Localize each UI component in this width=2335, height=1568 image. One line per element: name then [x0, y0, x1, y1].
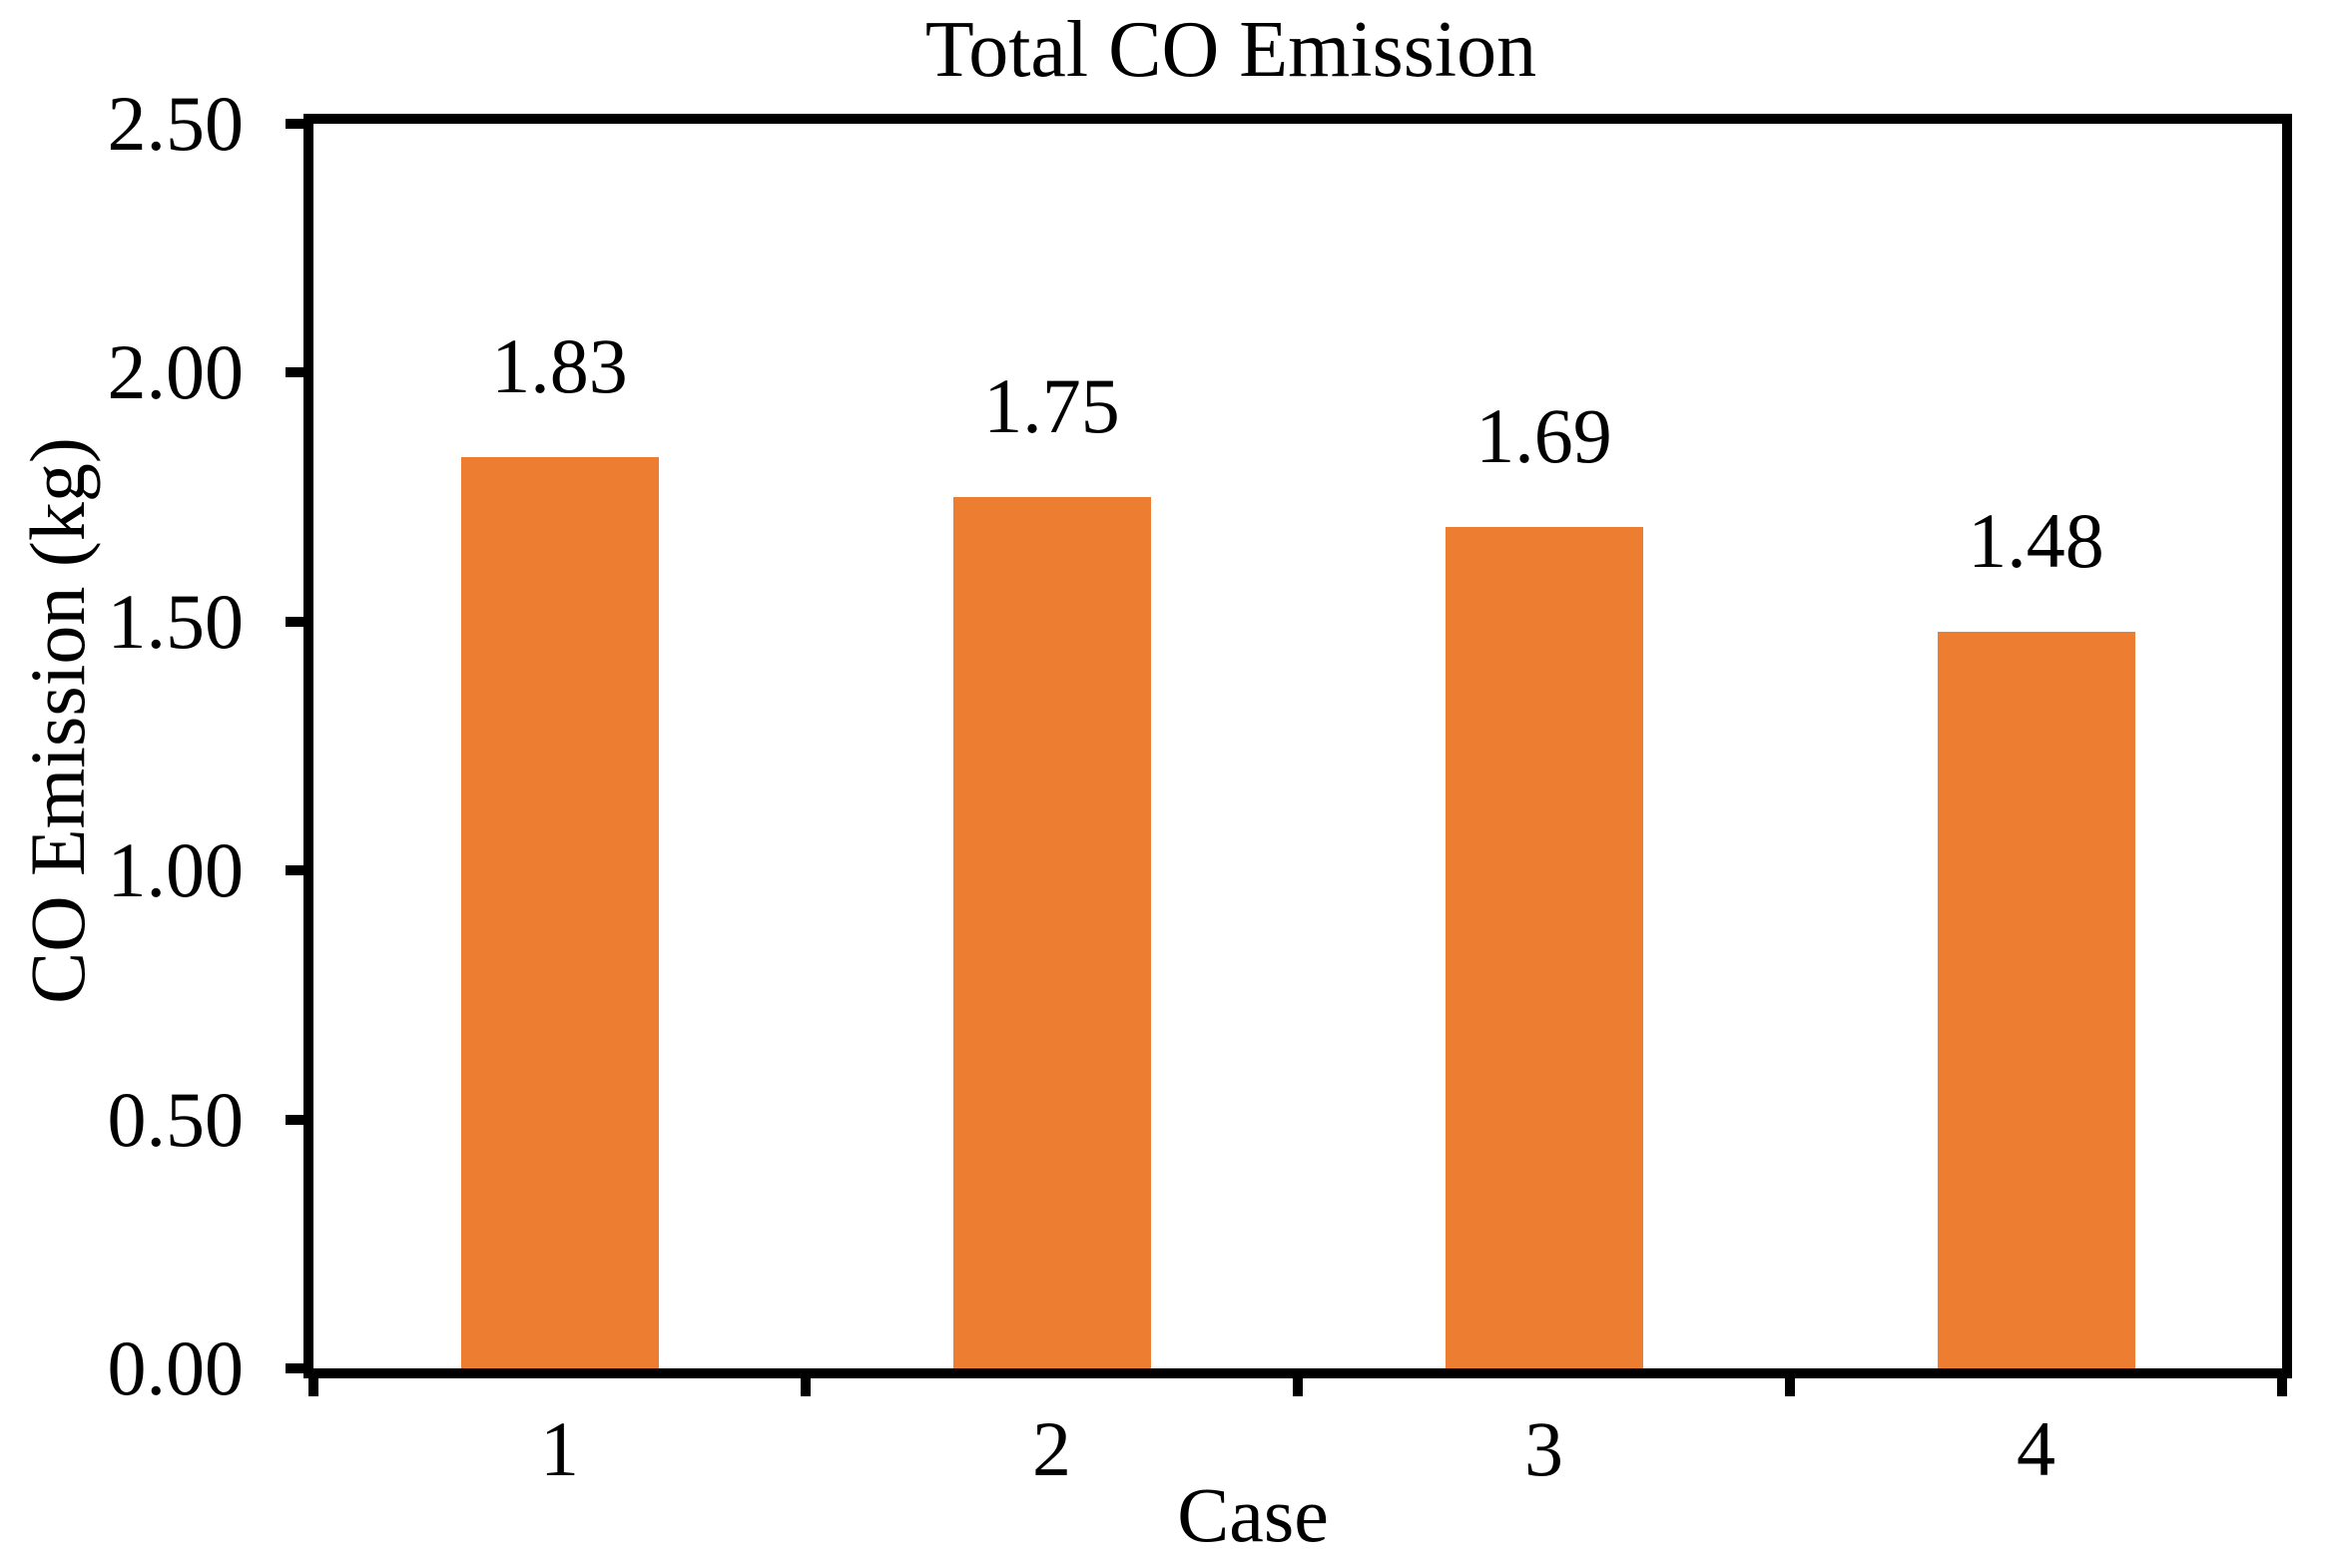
bar-value-label: 1.83	[491, 322, 628, 410]
bar-value-label: 1.75	[983, 362, 1120, 450]
y-axis-tick	[286, 865, 303, 876]
bar-case-3	[1445, 527, 1643, 1368]
bar-value-label: 1.48	[1968, 496, 2104, 584]
bar-case-4	[1937, 631, 2135, 1368]
x-axis-tick	[308, 1378, 318, 1396]
y-axis-tick	[286, 616, 303, 627]
chart-title: Total CO Emission	[924, 6, 1537, 94]
bar-case-2	[952, 497, 1151, 1368]
y-axis-tick-label: 1.50	[107, 577, 245, 665]
y-axis-tick	[286, 119, 303, 129]
y-axis-tick-label: 0.00	[107, 1324, 245, 1411]
y-axis-tick	[286, 1363, 303, 1373]
plot-area: 1.83 1.75 1.69 1.48 0.00 0.50 1.00 1.50 2.00 2.5…	[108, 82, 2292, 1488]
x-axis-tick-label: 1	[540, 1405, 579, 1492]
y-axis-tick-label: 0.50	[107, 1075, 245, 1163]
x-axis-tick	[801, 1378, 811, 1396]
x-axis-title: Case	[1177, 1471, 1329, 1558]
y-axis-tick-label: 2.00	[107, 328, 245, 416]
y-axis-tick	[286, 1114, 303, 1125]
x-axis-tick	[1785, 1378, 1795, 1396]
x-axis-tick-label: 4	[2017, 1405, 2055, 1492]
y-axis-tick-label: 2.50	[107, 80, 245, 167]
x-axis-tick-label: 2	[1032, 1405, 1071, 1492]
bar-case-1	[460, 457, 659, 1368]
y-axis-tick-label: 1.00	[107, 826, 245, 914]
bar-value-label: 1.69	[1475, 392, 1612, 480]
x-axis-tick-label: 3	[1524, 1405, 1563, 1492]
x-axis-tick	[2277, 1378, 2287, 1396]
y-axis-tick	[286, 367, 303, 378]
x-axis-tick	[1293, 1378, 1303, 1396]
y-axis-title: CO Emission (kg)	[14, 437, 101, 1004]
